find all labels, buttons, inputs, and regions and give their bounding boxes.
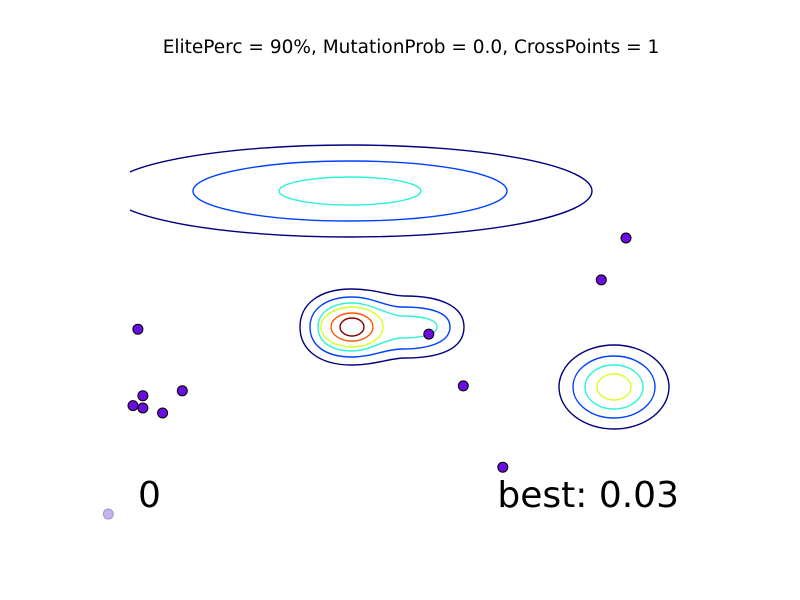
contour-lines	[130, 144, 670, 430]
contour-right-2	[572, 355, 656, 419]
population-point	[497, 461, 509, 473]
population-point	[157, 407, 169, 419]
population-point	[137, 390, 149, 402]
population-point	[457, 380, 469, 392]
contour-center-3	[317, 302, 438, 352]
contour-right-1	[558, 344, 670, 430]
population-point	[423, 328, 435, 340]
contour-right-4	[596, 373, 632, 401]
chart-title: ElitePerc = 90%, MutationProb = 0.0, Cro…	[163, 37, 660, 58]
population-point	[132, 323, 144, 335]
contour-right-3	[584, 364, 644, 410]
population-point	[137, 402, 149, 414]
population-point	[127, 400, 139, 412]
population-point	[620, 232, 632, 244]
population-points	[102, 232, 632, 520]
contour-wide-inner	[278, 176, 422, 206]
contour-center-peak	[339, 317, 365, 337]
contour-center-5	[330, 312, 374, 342]
population-point	[595, 274, 607, 286]
contour-wide-middle	[192, 160, 508, 222]
contour-wide-outer	[130, 144, 593, 238]
faded-point	[102, 508, 114, 520]
contour-center-4	[320, 306, 384, 348]
contour-center-1	[299, 288, 465, 366]
contour-center-2	[309, 296, 451, 358]
generation-label: 0	[138, 475, 161, 516]
best-label: best: 0.03	[497, 475, 679, 516]
population-point	[176, 385, 188, 397]
